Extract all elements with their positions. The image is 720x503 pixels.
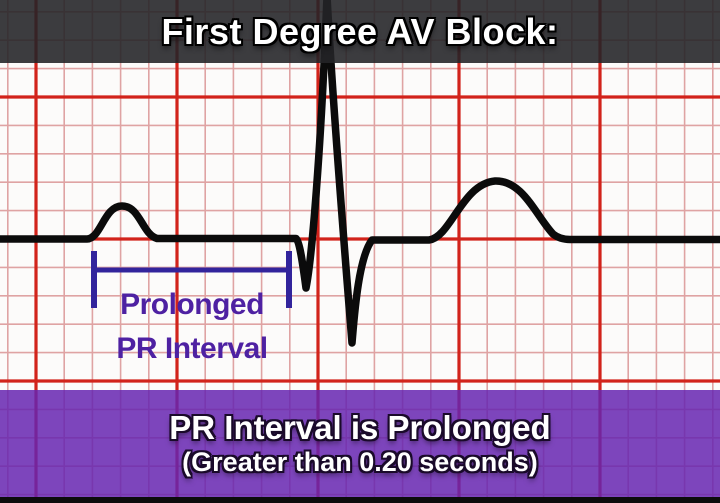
- bottom-border-strip: [0, 497, 720, 503]
- title-bar: First Degree AV Block:: [0, 0, 720, 63]
- annotation-line1: Prolonged: [120, 288, 264, 321]
- page-title: First Degree AV Block:: [161, 10, 559, 52]
- pr-interval-annotation: Prolonged PR Interval: [62, 283, 322, 371]
- caption-line1: PR Interval is Prolonged: [169, 409, 551, 446]
- annotation-line2: PR Interval: [116, 332, 268, 365]
- caption-line2: (Greater than 0.20 seconds): [182, 447, 538, 477]
- caption-bar: PR Interval is Prolonged (Greater than 0…: [0, 390, 720, 497]
- ecg-trace: [0, 0, 720, 347]
